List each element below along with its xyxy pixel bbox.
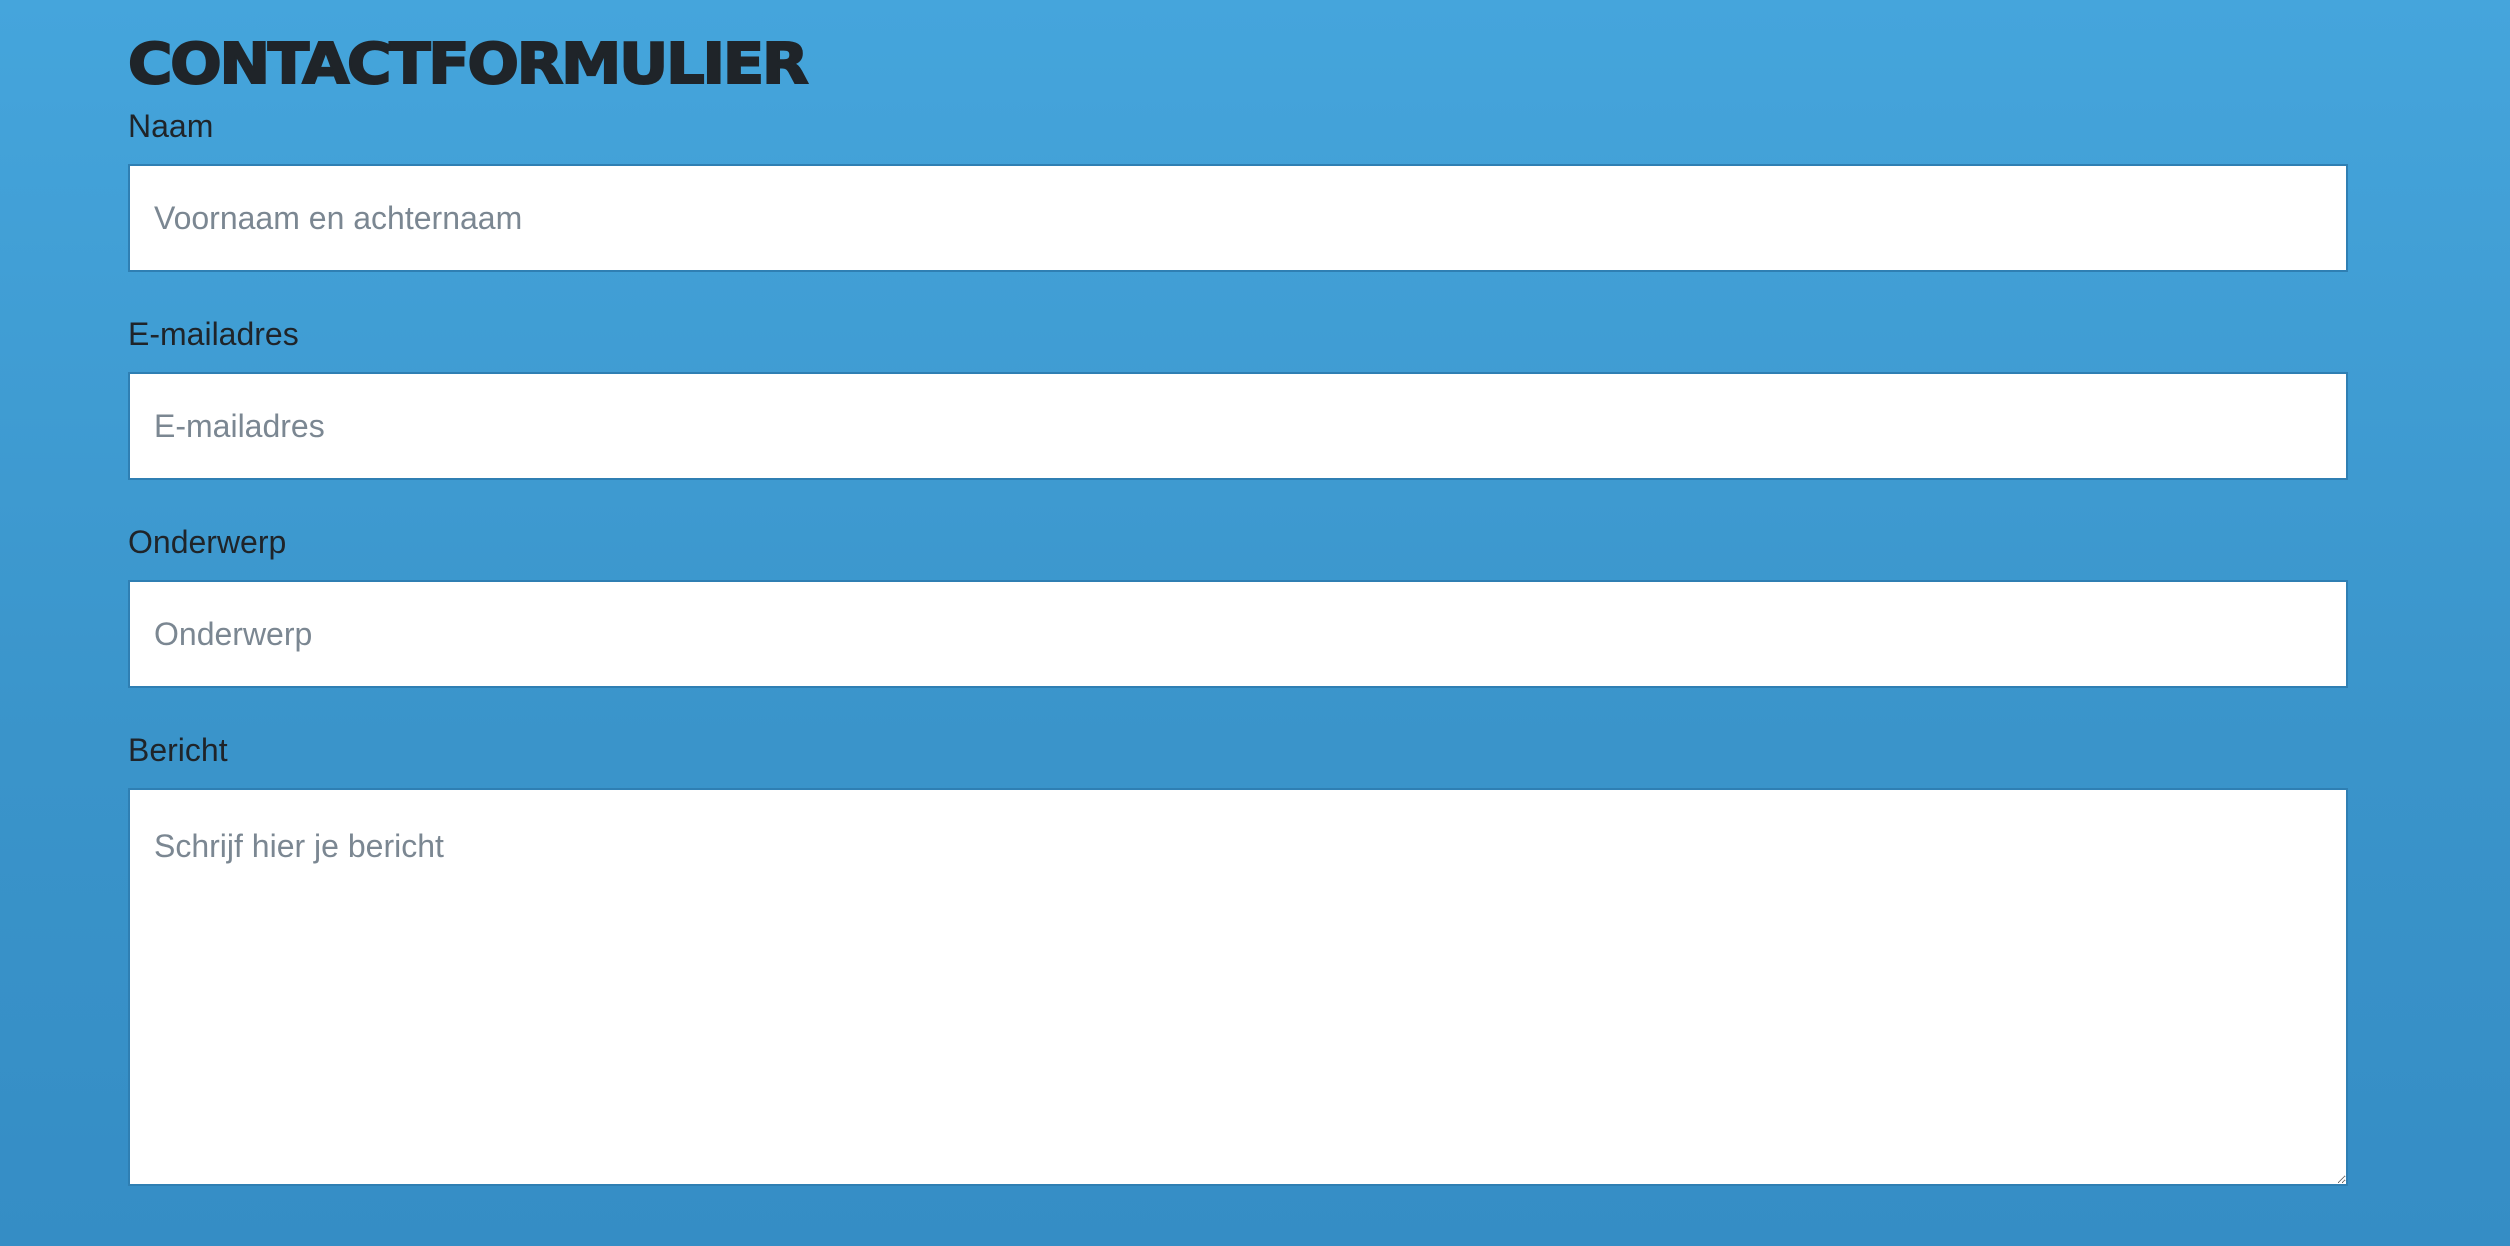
subject-label: Onderwerp <box>128 524 287 560</box>
message-label: Bericht <box>128 732 228 768</box>
name-input[interactable] <box>128 164 2348 272</box>
subject-input[interactable] <box>128 580 2348 688</box>
message-textarea[interactable] <box>128 788 2348 1186</box>
email-label: E-mailadres <box>128 316 299 352</box>
email-input[interactable] <box>128 372 2348 480</box>
name-label: Naam <box>128 108 214 144</box>
form-title: CONTACTFORMULIER <box>127 31 810 98</box>
